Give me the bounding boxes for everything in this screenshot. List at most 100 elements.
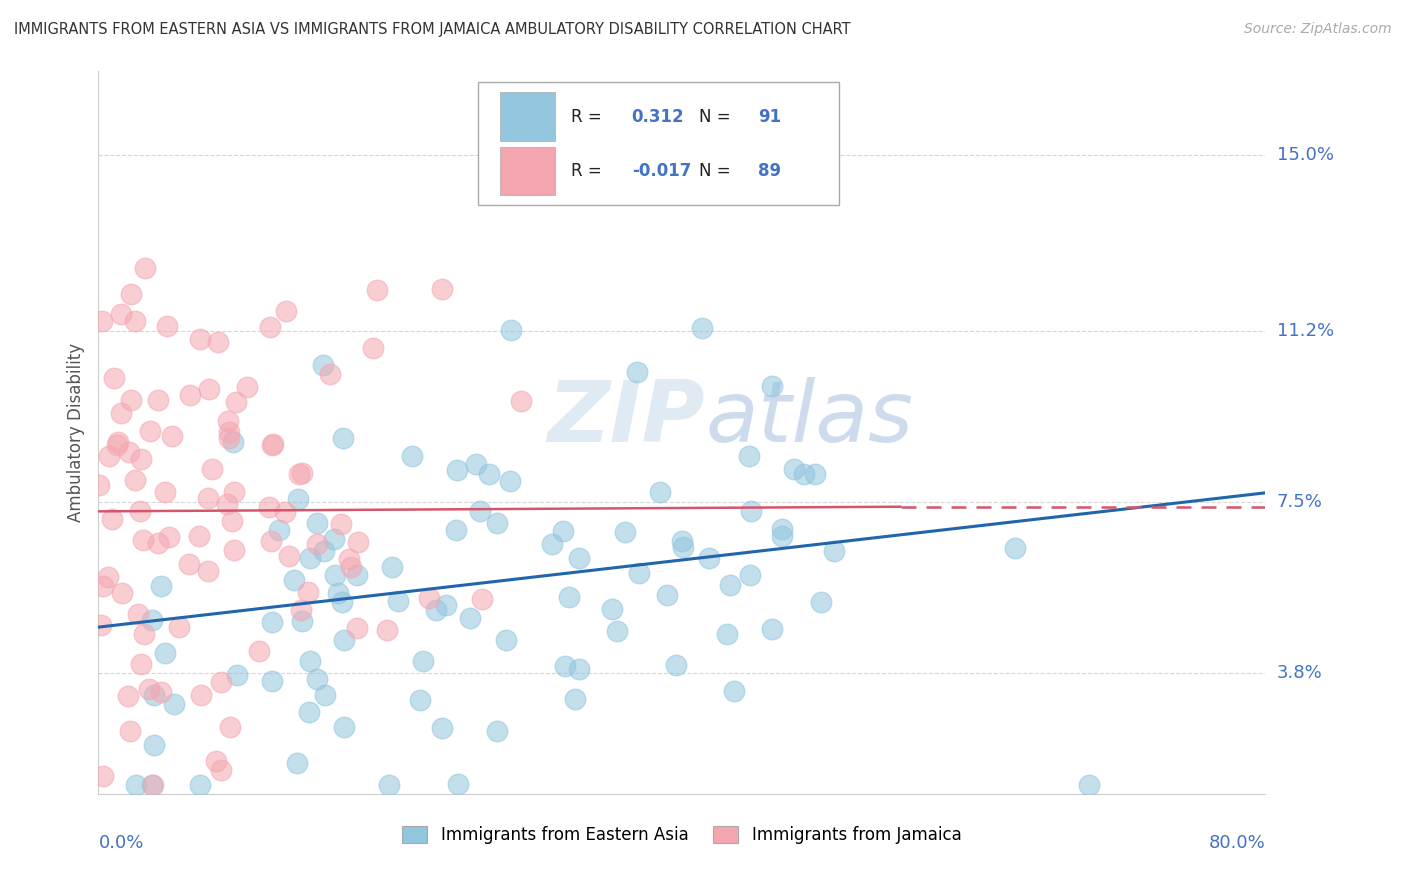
Point [319,368,342,382]
Point [446,524,468,538]
Point [305,672,328,686]
Point [425,603,447,617]
Point [551,524,574,538]
Point [606,624,628,639]
Point [485,723,508,738]
Point [291,615,314,629]
Point [697,550,720,565]
Point [225,395,247,409]
Point [278,549,301,563]
Point [564,691,586,706]
Point [217,414,239,428]
Point [222,542,245,557]
Legend: Immigrants from Eastern Asia, Immigrants from Jamaica: Immigrants from Eastern Asia, Immigrants… [395,819,969,851]
Point [332,633,354,648]
Point [190,689,212,703]
Point [614,524,637,539]
Text: 11.2%: 11.2% [1277,322,1334,340]
Point [207,334,229,349]
Text: 80.0%: 80.0% [1209,834,1265,852]
Point [260,615,283,629]
Point [105,438,128,452]
Point [409,693,432,707]
Point [188,778,211,792]
Point [121,392,143,407]
Point [770,529,793,543]
Point [215,497,238,511]
Point [142,739,165,753]
Point [219,721,242,735]
Point [287,491,309,506]
Point [412,655,434,669]
Point [209,764,232,778]
Point [381,560,404,574]
Point [299,550,322,565]
Point [285,756,308,770]
Text: ZIP: ZIP [547,376,706,459]
Point [222,434,245,449]
Point [290,603,312,617]
Point [142,689,165,703]
FancyBboxPatch shape [478,82,839,205]
Point [150,578,173,592]
Point [458,611,481,625]
Point [157,530,180,544]
Point [346,568,368,582]
Point [153,485,176,500]
Point [87,477,110,491]
Point [366,283,388,297]
Point [128,504,150,518]
Point [761,622,783,636]
Point [1004,541,1026,555]
Point [568,551,591,566]
Point [554,659,576,673]
Point [340,560,363,574]
Point [146,536,169,550]
Point [314,688,336,702]
Point [298,705,321,719]
Point [146,393,169,408]
Point [323,568,346,582]
Point [283,574,305,588]
Point [464,458,486,472]
Point [740,504,762,518]
Point [91,769,114,783]
Point [197,491,219,506]
Point [626,365,648,379]
Point [141,613,163,627]
Point [326,586,349,600]
Point [260,438,283,452]
Point [259,534,281,549]
Text: 91: 91 [758,108,780,126]
Point [477,467,499,481]
Point [541,537,564,551]
Point [124,473,146,487]
Point [150,684,173,698]
Point [179,387,201,401]
Point [740,568,762,582]
Point [125,778,148,792]
Text: atlas: atlas [706,376,914,459]
Point [127,607,149,622]
Point [90,314,112,328]
Text: R =: R = [571,161,602,179]
Text: N =: N = [699,108,731,126]
Point [156,319,179,334]
Point [672,540,695,554]
Point [332,432,354,446]
FancyBboxPatch shape [501,92,555,141]
Point [434,598,457,612]
Point [793,467,815,482]
Point [269,523,291,537]
Text: 0.312: 0.312 [631,108,685,126]
Point [330,595,353,609]
Point [103,371,125,385]
Text: -0.017: -0.017 [631,161,692,179]
Point [121,286,143,301]
Point [259,500,281,514]
Point [274,304,297,318]
Point [650,485,672,500]
Point [124,313,146,327]
Point [298,654,321,668]
Point [347,534,370,549]
